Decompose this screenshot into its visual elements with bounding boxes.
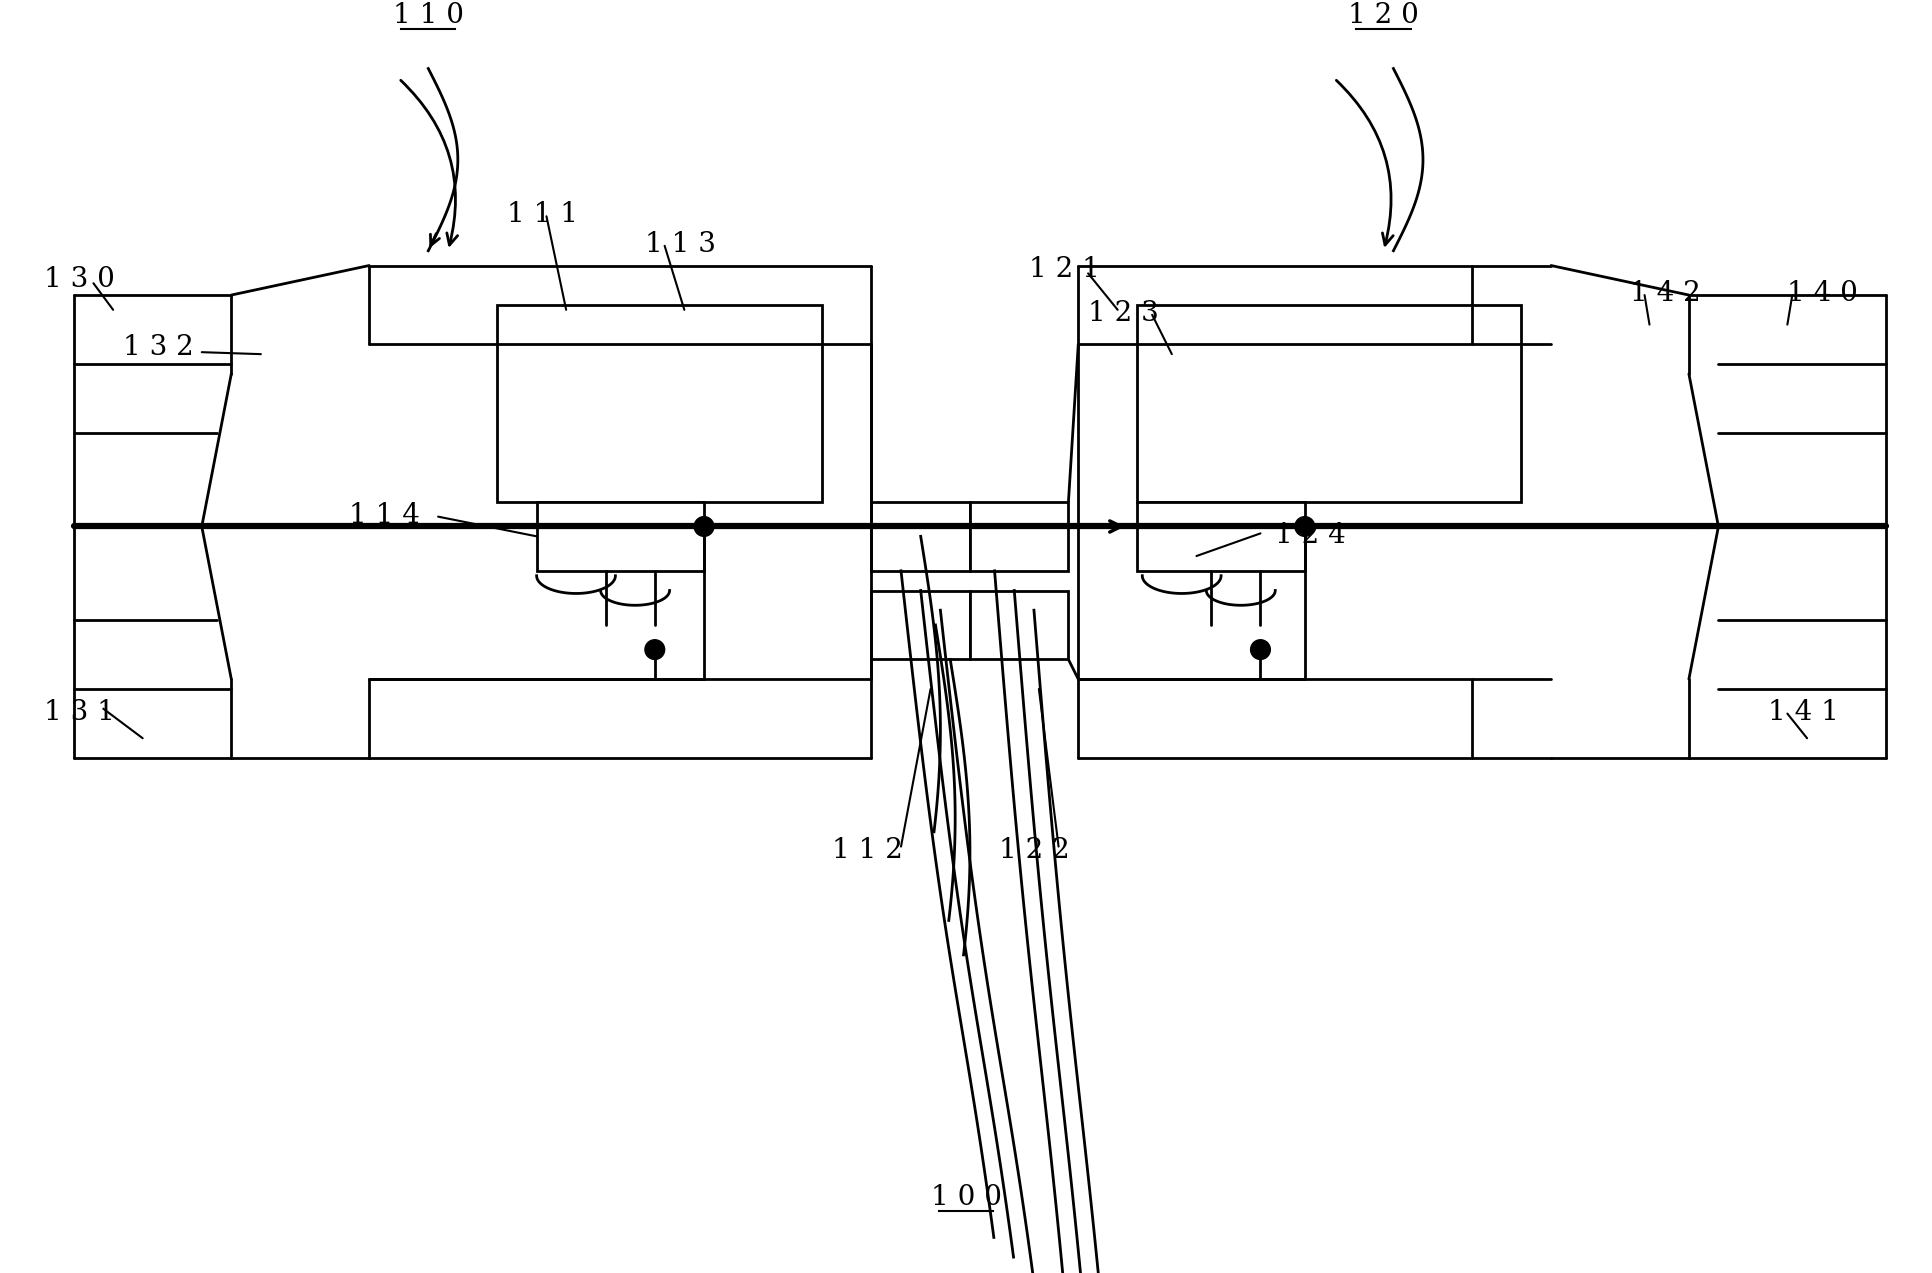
Text: 1 4 0: 1 4 0 [1787, 280, 1857, 307]
Text: 1 2 3: 1 2 3 [1088, 300, 1159, 327]
Text: 1 3 0: 1 3 0 [44, 266, 116, 293]
Text: 1 1 1: 1 1 1 [506, 201, 578, 228]
Text: 1 2 0: 1 2 0 [1347, 3, 1418, 29]
Bar [1136, 306, 1520, 502]
Bar [537, 502, 703, 570]
Text: 1 1 0: 1 1 0 [392, 3, 464, 29]
Text: 1 3 2: 1 3 2 [124, 335, 193, 362]
Text: 1 0 0: 1 0 0 [929, 1184, 1001, 1211]
Text: 1 2 2: 1 2 2 [999, 836, 1070, 863]
Text: 1 1 4: 1 1 4 [350, 502, 419, 528]
Circle shape [645, 640, 665, 659]
Text: 1 4 1: 1 4 1 [1766, 699, 1837, 726]
Text: 1 3 1: 1 3 1 [44, 699, 116, 726]
Circle shape [1250, 640, 1269, 659]
Circle shape [694, 517, 713, 536]
Bar [497, 306, 821, 502]
Bar [871, 502, 970, 570]
Bar [1136, 502, 1304, 570]
Circle shape [1294, 517, 1314, 536]
Text: 1 1 3: 1 1 3 [645, 230, 715, 258]
Text: 1 1 2: 1 1 2 [831, 836, 902, 863]
Bar [970, 591, 1068, 659]
Text: 1 2 1: 1 2 1 [1028, 256, 1099, 283]
Bar [871, 591, 970, 659]
Text: 1 2 4: 1 2 4 [1275, 522, 1345, 549]
Text: 1 4 2: 1 4 2 [1629, 280, 1700, 307]
Bar [970, 502, 1068, 570]
